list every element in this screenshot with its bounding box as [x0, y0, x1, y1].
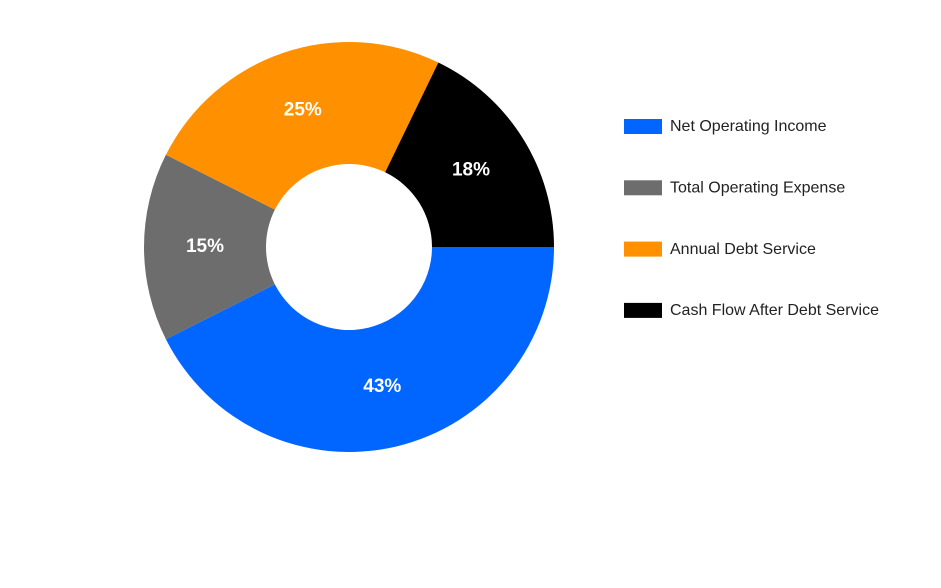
value-label: 25% — [284, 100, 322, 121]
donut-slice — [165, 247, 554, 452]
donut-slice — [165, 42, 439, 210]
legend-swatch — [624, 119, 662, 134]
legend-swatch — [624, 180, 662, 196]
donut-slice — [385, 62, 554, 248]
legend-label: Total Operating Expense — [670, 180, 845, 197]
legend-label: Net Operating Income — [670, 118, 827, 135]
donut-slice — [143, 154, 275, 340]
legend-label: Cash Flow After Debt Service — [670, 302, 879, 319]
legend-label: Annual Debt Service — [670, 241, 816, 258]
legend-swatch — [624, 302, 662, 318]
value-label: 18% — [452, 160, 490, 181]
value-label: 43% — [363, 376, 401, 397]
value-label: 15% — [186, 236, 224, 257]
legend-swatch — [624, 241, 662, 257]
